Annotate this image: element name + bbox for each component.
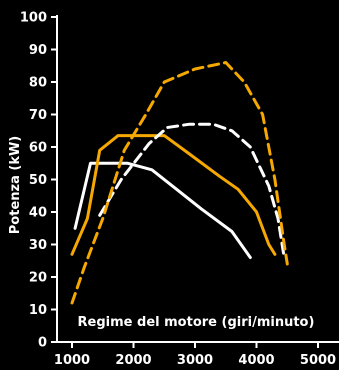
series-line-4 [70,61,289,305]
y-axis-title: Potenza (kW) [8,136,23,234]
x-tick-label: 1000 [54,353,90,368]
series-layer [70,61,289,305]
x-tick-label: 5000 [300,353,336,368]
y-tick-label: 70 [29,108,47,123]
chart-axes [56,15,339,343]
y-tick-label: 0 [38,336,47,351]
x-tick-label: 2000 [115,353,151,368]
y-tick-label: 40 [29,206,47,221]
series-line-2 [70,134,277,256]
y-tick-label: 20 [29,271,47,286]
y-tick-label: 50 [29,173,47,188]
x-tick-label: 4000 [238,353,274,368]
y-tick-label: 30 [29,238,47,253]
series-line-3 [98,122,286,259]
x-tick-label: 3000 [177,353,213,368]
y-tick-label: 100 [20,11,47,26]
ticks-layer: 0 10 20 30 40 50 60 70 80 90 100 1000 2000 3000 4000 50… [20,11,336,369]
y-tick-label: 60 [29,141,47,156]
y-tick-label: 80 [29,76,47,91]
x-axis-title: Regime del motore (giri/minuto) [78,315,315,330]
y-tick-label: 90 [29,43,47,58]
y-tick-label: 10 [29,303,47,318]
